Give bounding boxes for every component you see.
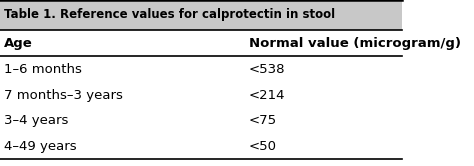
Text: Normal value (microgram/g): Normal value (microgram/g) — [249, 37, 461, 50]
FancyBboxPatch shape — [0, 0, 401, 30]
Text: 7 months–3 years: 7 months–3 years — [4, 88, 123, 102]
Text: Table 1. Reference values for calprotectin in stool: Table 1. Reference values for calprotect… — [4, 8, 335, 21]
Text: <538: <538 — [249, 63, 285, 76]
Text: <75: <75 — [249, 114, 277, 127]
Text: Age: Age — [4, 37, 33, 50]
Text: 4–49 years: 4–49 years — [4, 140, 77, 153]
Text: <50: <50 — [249, 140, 277, 153]
Text: 3–4 years: 3–4 years — [4, 114, 68, 127]
Text: <214: <214 — [249, 88, 285, 102]
Text: 1–6 months: 1–6 months — [4, 63, 82, 76]
